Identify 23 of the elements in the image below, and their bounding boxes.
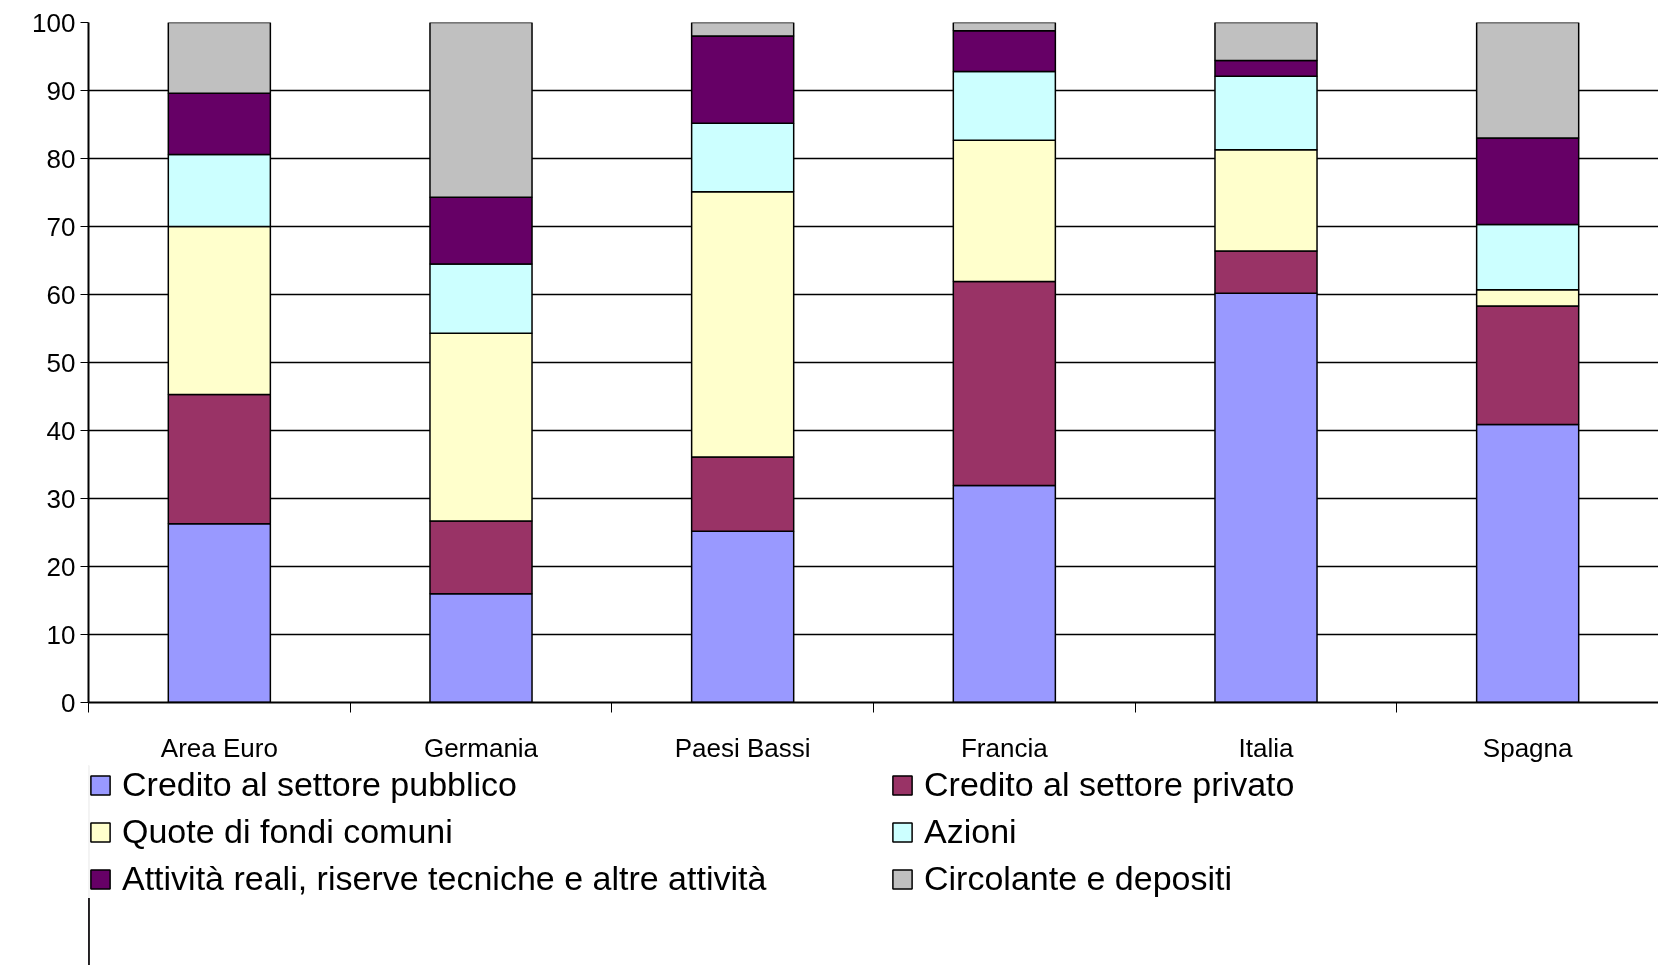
x-tick-label: Francia — [960, 732, 1049, 763]
y-tick-label: 70 — [46, 211, 76, 242]
y-tick-label: 80 — [46, 143, 76, 174]
legend-label: Azioni — [924, 812, 1018, 851]
y-tick-label: 20 — [46, 551, 76, 582]
x-tick-label: Spagna — [1482, 732, 1574, 763]
y-tick-label: 40 — [46, 415, 76, 446]
x-tick-label: Paesi Bassi — [674, 732, 811, 763]
legend-label: Credito al settore privato — [924, 765, 1296, 804]
legend-label: Quote di fondi comuni — [122, 812, 454, 851]
y-tick-label: 30 — [46, 483, 76, 514]
y-tick-label: 90 — [46, 75, 76, 106]
y-tick-label: 100 — [32, 7, 76, 38]
legend-label: Credito al settore pubblico — [122, 765, 518, 804]
y-tick-label: 60 — [46, 279, 76, 310]
legend-label: Attività reali, riserve tecniche e altre attività — [122, 859, 768, 898]
y-tick-label: 10 — [46, 619, 76, 650]
legend-label: Circolante e depositi — [924, 859, 1234, 898]
x-tick-label: Italia — [1238, 732, 1294, 763]
y-tick-label: 0 — [61, 687, 76, 718]
x-tick-label: Germania — [423, 732, 539, 763]
y-tick-label: 50 — [46, 347, 76, 378]
x-tick-label: Area Euro — [160, 732, 278, 763]
